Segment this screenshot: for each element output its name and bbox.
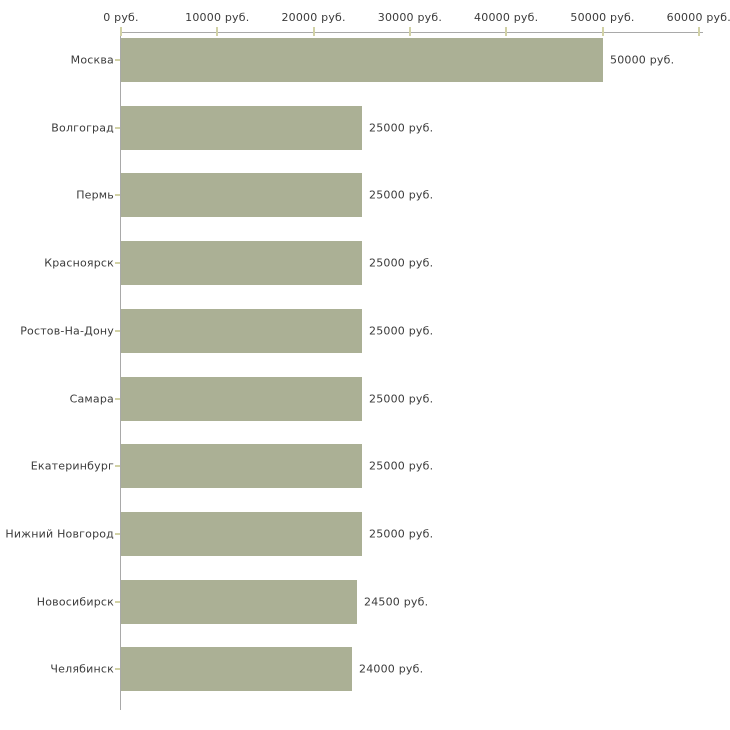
category-label: Волгоград <box>51 121 114 135</box>
category-label: Пермь <box>76 188 114 202</box>
category-label: Нижний Новгород <box>5 527 114 541</box>
bar-красноярск[interactable] <box>121 241 362 286</box>
bar-челябинск[interactable] <box>121 647 352 692</box>
bar-самара[interactable] <box>121 376 362 421</box>
x-axis-tick-label: 50000 руб. <box>570 11 635 24</box>
category-tick <box>115 126 120 129</box>
bar-новосибирск[interactable] <box>121 579 357 624</box>
x-axis-tick-label: 10000 руб. <box>185 11 250 24</box>
x-axis-tick-label: 0 руб. <box>103 11 139 24</box>
category-tick <box>115 600 120 603</box>
x-axis-tick-label: 60000 руб. <box>666 11 730 24</box>
bar-волгоград[interactable] <box>121 105 362 150</box>
x-axis-tick <box>216 27 219 36</box>
bar-value-label: 25000 руб. <box>369 188 434 202</box>
x-axis-tick-label: 30000 руб. <box>377 11 443 24</box>
x-axis-tick <box>120 27 122 36</box>
category-tick <box>115 262 120 265</box>
x-axis-tick <box>505 27 508 36</box>
category-tick <box>115 668 120 671</box>
category-tick <box>115 329 120 332</box>
x-axis-tick <box>601 27 604 36</box>
x-axis-tick <box>697 27 700 36</box>
category-label: Самара <box>69 392 114 405</box>
category-tick <box>115 397 120 400</box>
bar-value-label: 25000 руб. <box>369 121 434 135</box>
category-label: Москва <box>70 53 114 67</box>
bar-value-label: 24500 руб. <box>364 595 429 609</box>
category-label: Красноярск <box>44 256 114 270</box>
bar-value-label: 50000 руб. <box>610 53 675 67</box>
bar-value-label: 25000 руб. <box>369 459 434 473</box>
x-axis-tick-label: 40000 руб. <box>474 11 539 24</box>
bar-value-label: 24000 руб. <box>359 662 424 676</box>
x-axis-tick <box>312 27 315 36</box>
bar-value-label: 25000 руб. <box>369 527 434 541</box>
x-axis-tick-label: 20000 руб. <box>281 11 346 24</box>
bar-ростов-на-дону[interactable] <box>121 308 362 353</box>
y-axis-line <box>120 32 121 710</box>
bar-value-label: 25000 руб. <box>369 256 434 270</box>
category-tick <box>115 465 120 468</box>
category-tick <box>115 194 120 197</box>
x-axis-line <box>121 32 703 33</box>
category-label: Новосибирск <box>36 595 114 609</box>
bar-екатеринбург[interactable] <box>121 444 362 489</box>
x-axis-tick <box>408 27 411 36</box>
bar-нижний-новгород[interactable] <box>121 511 362 556</box>
category-label: Челябинск <box>50 662 114 676</box>
category-label: Екатеринбург <box>30 459 114 473</box>
category-tick <box>115 59 120 61</box>
category-tick <box>115 532 120 535</box>
bar-пермь[interactable] <box>121 173 362 218</box>
bar-москва[interactable] <box>121 38 603 82</box>
bar-value-label: 25000 руб. <box>369 392 434 405</box>
bar-value-label: 25000 руб. <box>369 324 434 338</box>
category-label: Ростов-На-Дону <box>20 324 114 338</box>
